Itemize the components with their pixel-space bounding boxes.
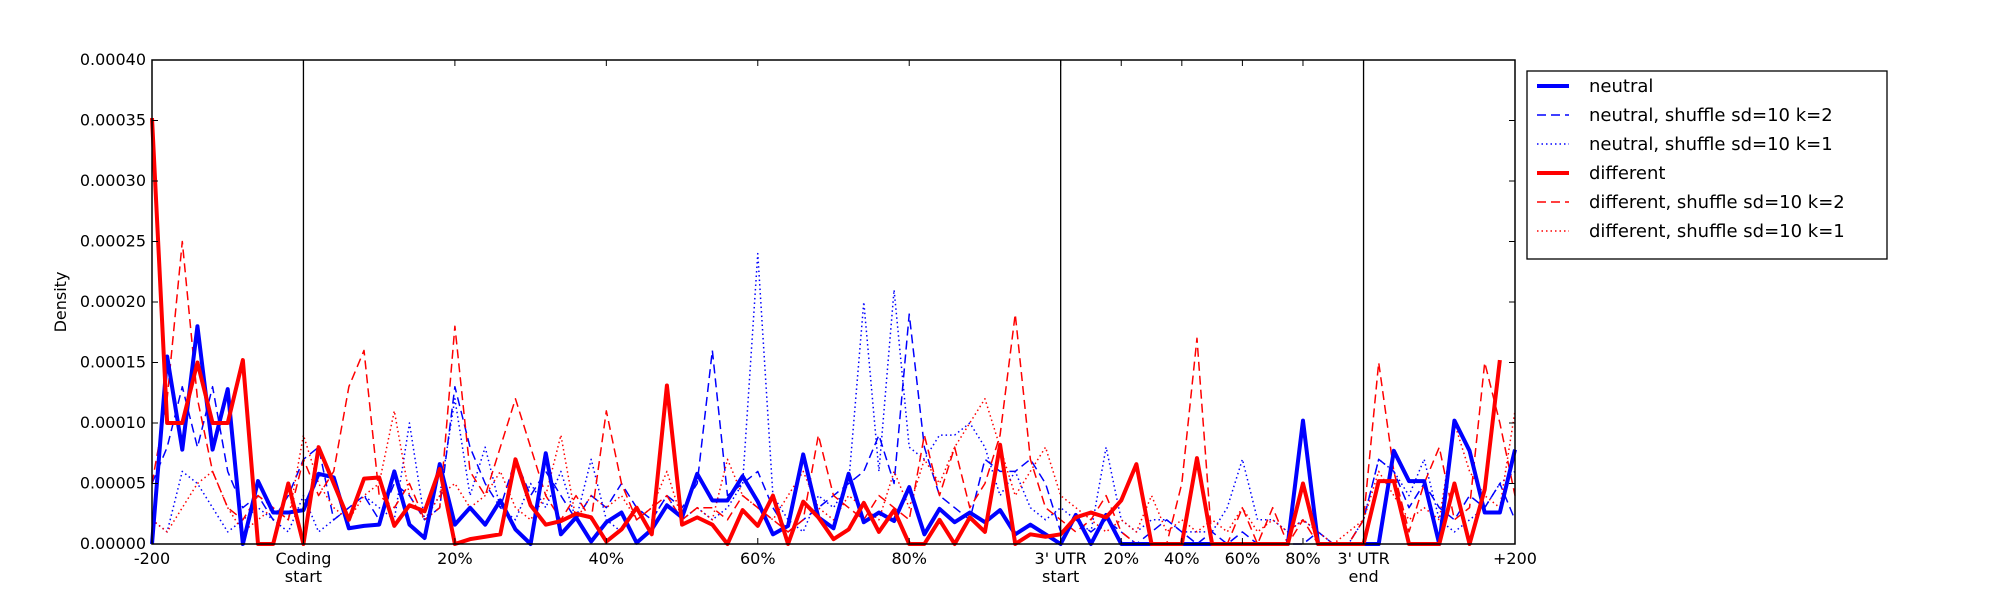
x-tick-label: 80% xyxy=(1285,549,1321,568)
region-boundaries xyxy=(302,60,1365,544)
legend-label-1: neutral, shuffle sd=10 k=2 xyxy=(1589,105,1833,126)
legend-label-0: neutral xyxy=(1589,76,1653,97)
legend-label-3: different xyxy=(1589,163,1665,184)
x-tick-label: 40% xyxy=(589,549,625,568)
y-tick-label: 0.00025 xyxy=(80,232,146,251)
y-tick-label: 0.00000 xyxy=(80,534,146,553)
x-tick-label: 60% xyxy=(1225,549,1261,568)
legend-label-2: neutral, shuffle sd=10 k=1 xyxy=(1589,134,1833,155)
legend: neutral neutral, shuffle sd=10 k=2 neutral… xyxy=(1526,70,1888,260)
x-tick-label: 20% xyxy=(1103,549,1139,568)
y-tick-label: 0.00015 xyxy=(80,353,146,372)
legend-label-4: different, shuffle sd=10 k=2 xyxy=(1589,192,1845,213)
x-tick-label: 40% xyxy=(1164,549,1200,568)
series-layer xyxy=(150,117,1517,546)
legend-label-5: different, shuffle sd=10 k=1 xyxy=(1589,221,1845,242)
x-tick-label: 3' UTR end xyxy=(1337,549,1389,586)
y-tick-label: 0.00030 xyxy=(80,171,146,190)
y-tick-label: 0.00010 xyxy=(80,413,146,432)
y-axis: 0.00000 0.00005 0.00010 0.00015 0.00020 0.000… xyxy=(80,50,1515,553)
x-tick-label: -200 xyxy=(134,549,170,568)
y-tick-label: 0.00005 xyxy=(80,474,146,493)
x-tick-label: +200 xyxy=(1493,549,1537,568)
legend-box xyxy=(1526,70,1888,260)
x-tick-label: 3' UTR start xyxy=(1035,549,1087,586)
x-tick-label: 80% xyxy=(891,549,927,568)
x-tick-label: 20% xyxy=(437,549,473,568)
x-tick-label: Coding start xyxy=(276,549,332,586)
x-axis: -200 Coding start 20% 40% 60% 80% 3' UTR start 20… xyxy=(134,60,1537,586)
y-tick-label: 0.00040 xyxy=(80,50,146,69)
x-tick-label: 60% xyxy=(740,549,776,568)
y-tick-label: 0.00020 xyxy=(80,292,146,311)
y-tick-label: 0.00035 xyxy=(80,111,146,130)
y-axis-label: Density xyxy=(51,272,70,333)
